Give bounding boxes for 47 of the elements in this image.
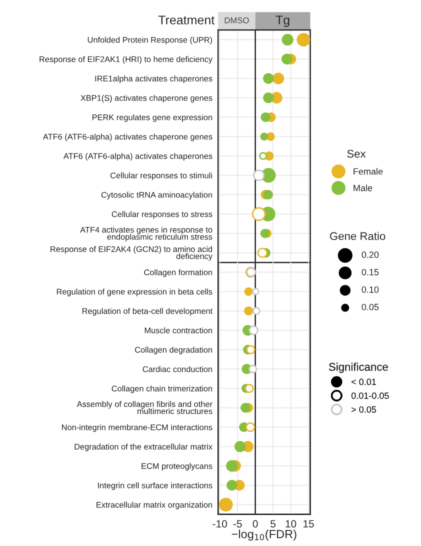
y-tick-label: Assembly of collagen fibrils and other multimeric structures	[76, 400, 212, 414]
y-tick-label: Non-integrin membrane-ECM interactions	[62, 424, 212, 432]
x-tick-label: 15	[304, 520, 314, 528]
y-tick-label: Muscle contraction	[144, 327, 212, 334]
y-tick-label: Unfolded Protein Response (UPR)	[88, 36, 212, 44]
y-tick-label: Integrin cell surface interactions	[98, 482, 212, 490]
y-tick-label: Regulation of beta-cell development	[82, 308, 212, 316]
y-tick-label: Regulation of gene expression in beta cells	[56, 288, 212, 296]
x-tick-label: 10	[286, 520, 296, 528]
legend-label: 0.20	[362, 252, 379, 258]
text: > 0.05	[352, 406, 376, 413]
legend-label: 0.15	[362, 268, 379, 276]
y-tick-label: ATF6 (ATF6-alpha) activates chaperone genes	[42, 134, 212, 142]
legend-label: 0.05	[362, 304, 379, 310]
x-tick-label: -10	[212, 520, 227, 528]
x-tick-label: 0	[252, 520, 258, 528]
text: Treatment	[158, 16, 215, 24]
legend-label: Male	[354, 184, 372, 192]
y-tick-label: Collagen degradation	[135, 346, 212, 354]
y-tick-label: Collagen chain trimerization	[112, 385, 212, 394]
y-tick-label: Collagen formation	[144, 269, 212, 277]
y-tick-label: Extracellular matrix organization	[96, 502, 212, 510]
y-tick-label: Cardiac conduction	[142, 366, 212, 372]
y-tick-label: Cytosolic tRNA aminoacylation	[101, 192, 212, 200]
text: DMSO	[224, 17, 249, 24]
y-tick-label: Cellular responses to stimuli	[110, 172, 212, 180]
text: Significance	[328, 362, 388, 373]
text: 0.01-0.05	[351, 392, 389, 399]
y-tick-label: ATF4 activates genes in response to endoplasmic reticulum stress	[80, 226, 212, 242]
x-axis-title: −log$_{10}$(FDR)	[232, 530, 296, 541]
y-tick-label: PERK regulates gene expression	[92, 114, 212, 122]
x-tick-label: 5	[270, 520, 276, 528]
y-tick-label: XBP1(S) activates chaperone genes	[80, 94, 212, 102]
y-tick-label: IRE1alpha activates chaperones	[95, 75, 212, 84]
y-tick-label: ECM proteoglycans	[142, 462, 212, 471]
y-tick-label: ATF6 (ATF6-alpha) activates chaperones	[63, 152, 212, 161]
text: Gene Ratio	[330, 232, 386, 240]
y-tick-label: Degradation of the extracellular matrix	[74, 444, 212, 452]
legend-label: 0.10	[362, 286, 379, 293]
y-tick-label: Cellular responses to stress	[112, 211, 212, 219]
y-tick-label: Response of EIF2AK4 (GCN2) to amino acid deficiency	[50, 246, 213, 261]
y-tick-label: Response of EIF2AK1 (HRI) to heme deficiency	[40, 56, 213, 64]
legend-label: Female	[354, 168, 383, 175]
x-tick-label: -5	[233, 520, 242, 528]
text: < 0.01	[352, 378, 376, 386]
text: Tg	[276, 16, 290, 27]
legend-title: Sex	[347, 150, 366, 158]
